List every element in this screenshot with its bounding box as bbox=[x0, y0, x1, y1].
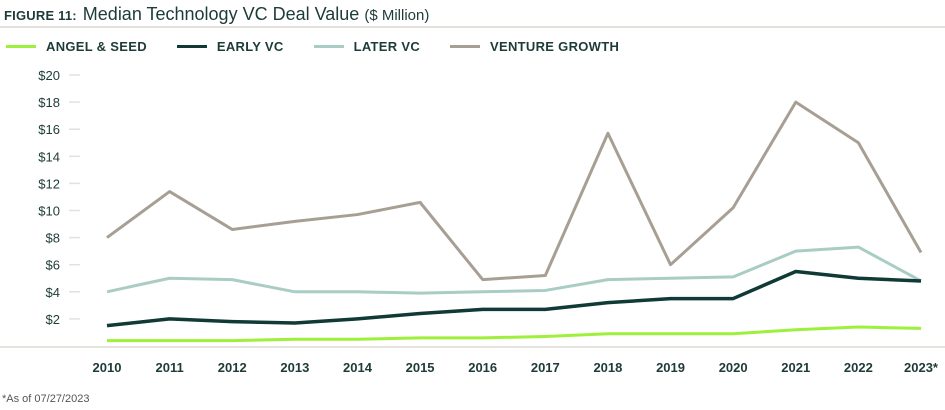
x-tick-label: 2015 bbox=[406, 360, 435, 375]
legend-swatch bbox=[6, 45, 36, 48]
x-tick-label: 2011 bbox=[156, 360, 184, 375]
footnote: *As of 07/27/2023 bbox=[2, 393, 90, 405]
figure-label: FIGURE 11: bbox=[4, 8, 77, 23]
legend-label: LATER VC bbox=[353, 39, 421, 54]
legend-label: VENTURE GROWTH bbox=[490, 39, 620, 54]
y-tick-label: $4 bbox=[46, 285, 60, 300]
x-tick-label: 2017 bbox=[531, 360, 560, 375]
x-tick-label: 2010 bbox=[93, 360, 122, 375]
y-tick-label: $12 bbox=[38, 176, 60, 191]
series-line-venture-growth bbox=[106, 100, 923, 282]
y-tick-label: $6 bbox=[46, 258, 60, 273]
x-tick-label: 2013 bbox=[280, 360, 309, 375]
legend-swatch bbox=[176, 45, 207, 48]
legend-item: VENTURE GROWTH bbox=[450, 39, 619, 54]
x-tick-label: 2014 bbox=[343, 360, 373, 375]
x-tick-label: 2019 bbox=[656, 360, 685, 375]
y-tick-label: $10 bbox=[38, 204, 60, 219]
title-divider bbox=[0, 26, 945, 28]
x-tick-label: 2022 bbox=[844, 360, 873, 375]
x-tick-label: 2021 bbox=[781, 360, 810, 375]
legend-item: LATER VC bbox=[313, 39, 421, 54]
y-tick-label: $14 bbox=[38, 149, 60, 164]
legend-swatch bbox=[450, 45, 481, 48]
series-line-later-vc bbox=[106, 245, 922, 295]
x-tick-label: 2012 bbox=[218, 360, 247, 375]
y-tick-label: $16 bbox=[38, 122, 60, 137]
legend-item: ANGEL & SEED bbox=[6, 39, 147, 54]
legend-label: EARLY VC bbox=[216, 39, 284, 54]
y-tick-label: $2 bbox=[46, 312, 60, 327]
y-tick-label: $8 bbox=[46, 231, 60, 246]
x-tick-label: 2018 bbox=[593, 360, 622, 375]
x-tick-label: 2023* bbox=[904, 360, 939, 375]
y-tick-label: $18 bbox=[38, 95, 60, 110]
x-tick-label: 2016 bbox=[468, 360, 497, 375]
title-text: Median Technology VC Deal Value bbox=[82, 4, 360, 24]
legend-swatch bbox=[313, 45, 344, 48]
legend-item: EARLY VC bbox=[176, 39, 284, 54]
y-tick-label: $20 bbox=[38, 68, 60, 83]
legend-label: ANGEL & SEED bbox=[46, 39, 147, 54]
legend: ANGEL & SEED EARLY VC LATER VC VENTURE GROW… bbox=[6, 39, 649, 54]
series-line-angel-seed bbox=[107, 325, 922, 343]
chart-title: FIGURE 11: Median Technology VC Deal Valu… bbox=[4, 4, 429, 25]
x-tick-label: 2020 bbox=[719, 360, 748, 375]
title-unit: ($ Million) bbox=[364, 7, 430, 24]
series-line-early-vc bbox=[106, 269, 922, 328]
